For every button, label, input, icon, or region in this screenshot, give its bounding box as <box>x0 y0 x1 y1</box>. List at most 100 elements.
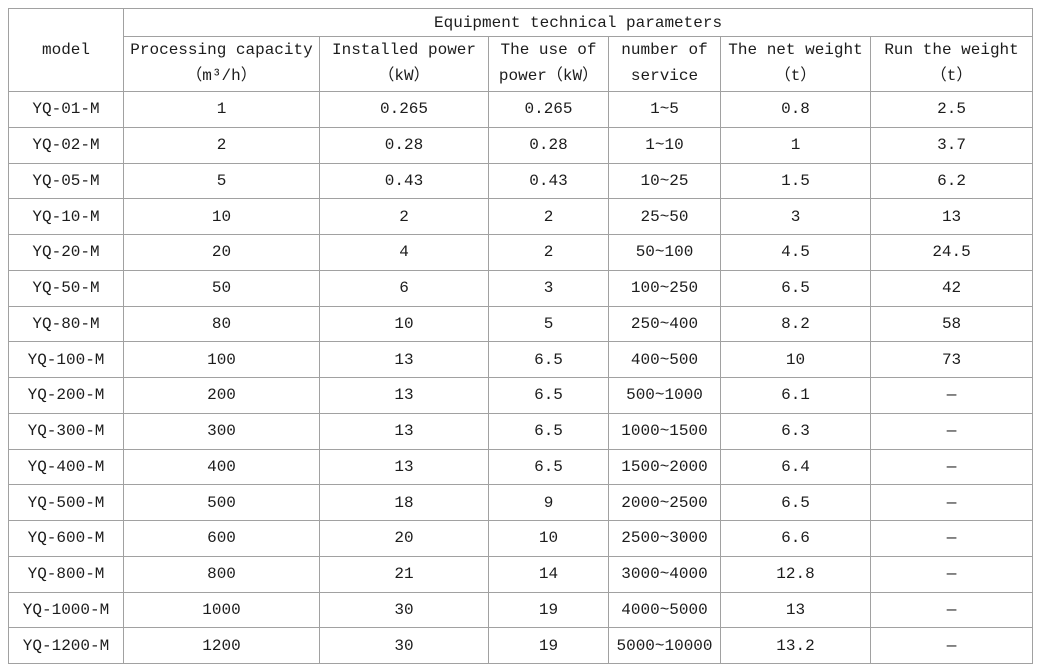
cell-net-weight: 13.2 <box>720 627 871 664</box>
cell-use-of-power: 19 <box>488 591 609 629</box>
table-row: YQ-01-M 1 0.265 0.265 1~5 0.8 2.5 <box>8 91 1034 128</box>
table-row: YQ-1200-M 1200 30 19 5000~10000 13.2 — <box>8 627 1034 664</box>
cell-net-weight: 6.5 <box>720 269 871 307</box>
column-header-installed-power: Installed power （kW） <box>319 36 489 92</box>
cell-use-of-power: 2 <box>488 198 609 235</box>
table-header: model Equipment technical parameters Pro… <box>8 8 1034 92</box>
cell-installed-power: 10 <box>319 305 489 343</box>
cell-use-of-power: 2 <box>488 234 609 271</box>
cell-installed-power: 30 <box>319 591 489 629</box>
cell-number-of-service: 25~50 <box>608 198 721 235</box>
cell-use-of-power: 0.43 <box>488 162 609 200</box>
cell-processing-capacity: 20 <box>123 234 320 271</box>
cell-model: YQ-400-M <box>8 448 124 486</box>
column-header-net-weight: The net weight （t） <box>720 36 871 92</box>
cell-processing-capacity: 1200 <box>123 627 320 664</box>
table-row: YQ-800-M 800 21 14 3000~4000 12.8 — <box>8 555 1034 593</box>
table-row: YQ-400-M 400 13 6.5 1500~2000 6.4 — <box>8 448 1034 486</box>
table-row: YQ-20-M 20 4 2 50~100 4.5 24.5 <box>8 234 1034 271</box>
table-row: YQ-05-M 5 0.43 0.43 10~25 1.5 6.2 <box>8 162 1034 200</box>
column-header-line1: number of <box>621 41 708 60</box>
cell-run-weight: — <box>869 377 1034 414</box>
cell-use-of-power: 3 <box>488 269 609 307</box>
column-header-number-of-service: number of service <box>608 36 721 92</box>
cell-processing-capacity: 10 <box>123 198 320 235</box>
cell-run-weight: — <box>869 591 1034 629</box>
cell-installed-power: 13 <box>319 412 489 450</box>
cell-net-weight: 3 <box>720 198 871 235</box>
table-row: YQ-300-M 300 13 6.5 1000~1500 6.3 — <box>8 412 1034 450</box>
column-header-line1: Run the weight <box>884 41 1019 60</box>
cell-number-of-service: 400~500 <box>608 341 721 378</box>
cell-run-weight: 73 <box>869 341 1034 378</box>
cell-number-of-service: 3000~4000 <box>608 555 721 593</box>
cell-model: YQ-20-M <box>8 234 124 271</box>
cell-number-of-service: 1500~2000 <box>608 448 721 486</box>
cell-net-weight: 0.8 <box>720 91 871 128</box>
cell-run-weight: 6.2 <box>869 162 1034 200</box>
cell-use-of-power: 6.5 <box>488 377 609 414</box>
cell-net-weight: 1.5 <box>720 162 871 200</box>
cell-use-of-power: 19 <box>488 627 609 664</box>
cell-model: YQ-600-M <box>8 520 124 557</box>
cell-model: YQ-1000-M <box>8 591 124 629</box>
table-row: YQ-500-M 500 18 9 2000~2500 6.5 — <box>8 484 1034 521</box>
cell-use-of-power: 14 <box>488 555 609 593</box>
cell-model: YQ-800-M <box>8 555 124 593</box>
cell-installed-power: 20 <box>319 520 489 557</box>
title-row: model Equipment technical parameters <box>8 8 1034 92</box>
cell-net-weight: 1 <box>720 126 871 164</box>
cell-net-weight: 10 <box>720 341 871 378</box>
cell-number-of-service: 5000~10000 <box>608 627 721 664</box>
cell-net-weight: 13 <box>720 591 871 629</box>
column-header-line1: Installed power <box>331 41 477 60</box>
cell-net-weight: 8.2 <box>720 305 871 343</box>
cell-processing-capacity: 600 <box>123 520 320 557</box>
cell-installed-power: 21 <box>319 555 489 593</box>
cell-number-of-service: 2000~2500 <box>608 484 721 521</box>
cell-processing-capacity: 400 <box>123 448 320 486</box>
cell-use-of-power: 5 <box>488 305 609 343</box>
cell-use-of-power: 6.5 <box>488 412 609 450</box>
cell-run-weight: — <box>869 448 1034 486</box>
cell-number-of-service: 250~400 <box>608 305 721 343</box>
column-header-line2: （m³/h） <box>186 67 257 85</box>
cell-run-weight: 42 <box>869 269 1034 307</box>
cell-use-of-power: 9 <box>488 484 609 521</box>
cell-processing-capacity: 800 <box>123 555 320 593</box>
cell-installed-power: 30 <box>319 627 489 664</box>
cell-processing-capacity: 100 <box>123 341 320 378</box>
table-row: YQ-600-M 600 20 10 2500~3000 6.6 — <box>8 520 1034 557</box>
cell-use-of-power: 0.28 <box>488 126 609 164</box>
table-row: YQ-02-M 2 0.28 0.28 1~10 1 3.7 <box>8 126 1034 164</box>
cell-run-weight: 58 <box>869 305 1034 343</box>
cell-processing-capacity: 2 <box>123 126 320 164</box>
cell-number-of-service: 10~25 <box>608 162 721 200</box>
cell-installed-power: 4 <box>319 234 489 271</box>
cell-installed-power: 0.43 <box>319 162 489 200</box>
column-header-line1: The net weight <box>728 41 863 60</box>
cell-processing-capacity: 1 <box>123 91 320 128</box>
cell-run-weight: — <box>869 555 1034 593</box>
cell-net-weight: 12.8 <box>720 555 871 593</box>
column-header-line2: power（kW） <box>498 67 599 85</box>
cell-run-weight: 2.5 <box>869 91 1034 128</box>
table-row: YQ-1000-M 1000 30 19 4000~5000 13 — <box>8 591 1034 629</box>
cell-processing-capacity: 1000 <box>123 591 320 629</box>
cell-processing-capacity: 5 <box>123 162 320 200</box>
cell-use-of-power: 6.5 <box>488 448 609 486</box>
cell-processing-capacity: 80 <box>123 305 320 343</box>
cell-installed-power: 13 <box>319 341 489 378</box>
cell-number-of-service: 50~100 <box>608 234 721 271</box>
cell-model: YQ-50-M <box>8 269 124 307</box>
cell-net-weight: 6.5 <box>720 484 871 521</box>
cell-use-of-power: 10 <box>488 520 609 557</box>
table-row: YQ-10-M 10 2 2 25~50 3 13 <box>8 198 1034 235</box>
cell-processing-capacity: 500 <box>123 484 320 521</box>
cell-run-weight: — <box>869 484 1034 521</box>
cell-installed-power: 13 <box>319 377 489 414</box>
column-headers-row: Processing capacity （m³/h） Installed powe… <box>9 36 1034 92</box>
table-row: YQ-80-M 80 10 5 250~400 8.2 58 <box>8 305 1034 343</box>
cell-model: YQ-80-M <box>8 305 124 343</box>
cell-model: YQ-300-M <box>8 412 124 450</box>
